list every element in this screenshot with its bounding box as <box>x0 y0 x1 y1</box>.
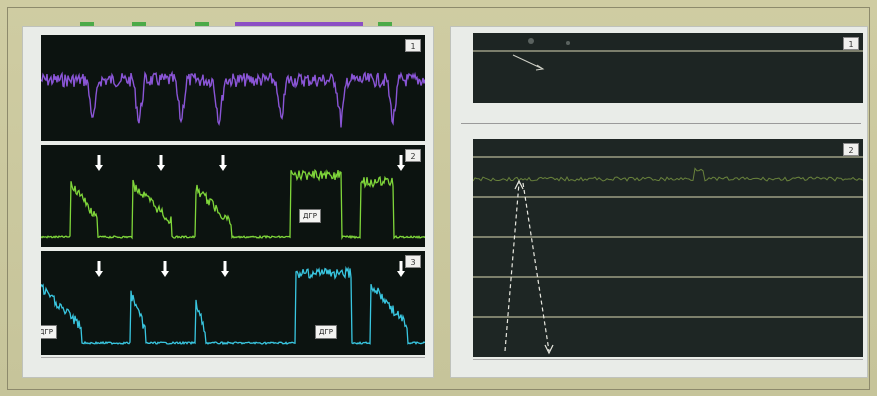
right-strip-badge-2: 2 <box>843 143 859 156</box>
event-arrow-head <box>221 271 229 277</box>
trace-strip-3: 3 ДГР ДГР <box>41 251 425 355</box>
trace-strip-2: 2 ДГР <box>41 145 425 247</box>
right-strip-1: 1 <box>473 33 863 103</box>
strip-badge-3: 3 <box>405 255 421 268</box>
purple-trace <box>41 70 425 128</box>
event-marker-2 <box>132 22 146 28</box>
event-arrow <box>399 261 403 273</box>
green-trace <box>41 155 425 241</box>
trace-strip-1: 1 <box>41 35 425 141</box>
strip-badge-1: 1 <box>405 39 421 52</box>
dgr-label-cyan-right: ДГР <box>315 325 337 339</box>
event-arrow <box>223 261 227 273</box>
event-arrow-head <box>95 165 103 171</box>
event-marker-4 <box>235 22 363 28</box>
right-strip-1-lines <box>473 38 863 71</box>
event-arrow <box>221 155 225 167</box>
event-arrow-head <box>219 165 227 171</box>
event-arrow-head <box>95 271 103 277</box>
cyan-trace <box>41 261 425 346</box>
event-arrow <box>97 155 101 167</box>
event-arrow <box>97 261 101 273</box>
left-trace-panel: 1 2 ДГР 3 ДГР ДГР <box>22 26 434 378</box>
event-arrow <box>163 261 167 273</box>
right-strip-2-lines <box>473 156 863 355</box>
right-strip-2: 2 <box>473 139 863 357</box>
event-arrow-head <box>157 165 165 171</box>
right-strip-badge-1: 1 <box>843 37 859 50</box>
display-frame <box>7 7 870 390</box>
event-arrow-head <box>397 165 405 171</box>
event-marker-5 <box>378 22 392 28</box>
event-arrow-head <box>161 271 169 277</box>
right-time-axis <box>473 359 863 372</box>
left-time-axis <box>41 357 425 372</box>
right-trace-panel: 1 2 <box>450 26 868 378</box>
event-marker-3 <box>195 22 209 28</box>
dgr-label-cyan-left: ДГР <box>41 325 57 339</box>
event-arrow-head <box>397 271 405 277</box>
event-arrow <box>399 155 403 167</box>
event-arrow <box>159 155 163 167</box>
strip-badge-2: 2 <box>405 149 421 162</box>
right-scroll-bar[interactable] <box>461 123 861 132</box>
dgr-label-green: ДГР <box>299 209 321 223</box>
event-marker-1 <box>80 22 94 28</box>
